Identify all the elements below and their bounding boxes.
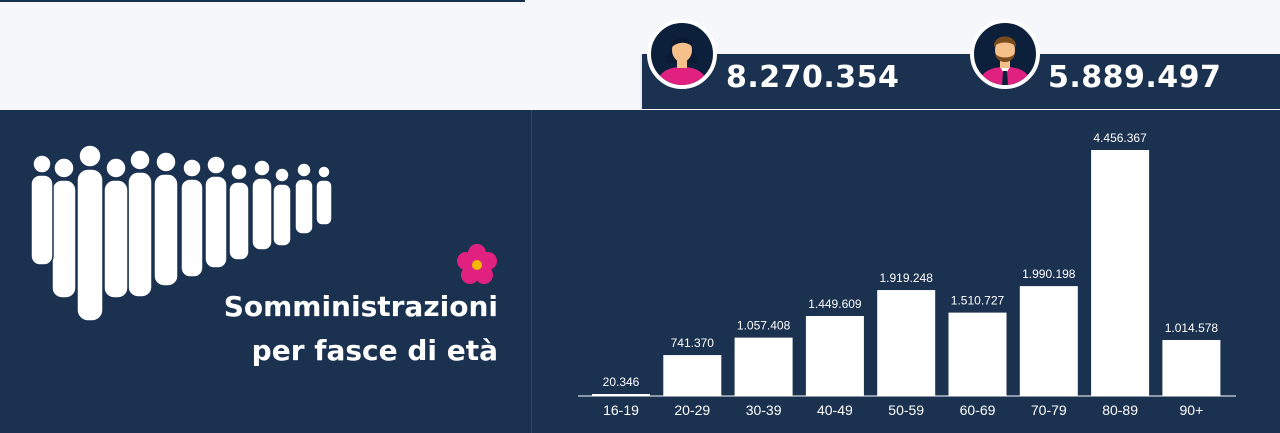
- bar-50-59: [877, 290, 936, 396]
- data-label-90+: 1.014.578: [1165, 321, 1219, 335]
- x-tick-40-49: 40-49: [817, 402, 853, 418]
- age-bar-chart: 20.346 16-19 741.370 20-29 1.057.408 30-39 1.4…: [578, 131, 1236, 418]
- chart-title-line-1: Somministrazioni: [223, 290, 498, 323]
- x-tick-70-79: 70-79: [1031, 402, 1067, 418]
- chart-title-line-2: per fasce di età: [251, 334, 498, 367]
- data-label-40-49: 1.449.609: [808, 297, 862, 311]
- x-tick-50-59: 50-59: [888, 402, 924, 418]
- male-avatar-icon: [970, 19, 1040, 89]
- data-label-16-19: 20.346: [603, 375, 640, 389]
- panel-edge: [640, 54, 642, 109]
- data-label-80-89: 4.456.367: [1093, 131, 1147, 145]
- female-avatar-icon: [647, 19, 717, 89]
- x-tick-90+: 90+: [1180, 402, 1204, 418]
- bar-20-29: [663, 355, 722, 396]
- x-tick-16-19: 16-19: [603, 402, 639, 418]
- x-tick-20-29: 20-29: [674, 402, 710, 418]
- male-count: 5.889.497: [1048, 60, 1222, 95]
- x-tick-30-39: 30-39: [746, 402, 782, 418]
- top-rule: [0, 0, 525, 2]
- bar-90+: [1162, 339, 1221, 396]
- bar-80-89: [1091, 150, 1150, 396]
- bar-30-39: [734, 337, 793, 396]
- panel-divider: [531, 110, 532, 433]
- x-tick-80-89: 80-89: [1102, 402, 1138, 418]
- bar-70-79: [1019, 286, 1078, 396]
- bar-16-19: [592, 394, 650, 396]
- data-label-60-69: 1.510.727: [951, 294, 1005, 308]
- data-label-20-29: 741.370: [671, 336, 715, 350]
- gender-totals-panel: [640, 54, 1280, 109]
- bar-60-69: [948, 312, 1007, 396]
- data-label-50-59: 1.919.248: [880, 271, 934, 285]
- age-distribution-panel: Somministrazioni per fasce di età 20.346…: [0, 110, 1280, 433]
- crowd-silhouette-icon: [30, 144, 333, 322]
- bar-40-49: [805, 315, 864, 396]
- data-label-30-39: 1.057.408: [737, 319, 791, 333]
- x-tick-60-69: 60-69: [960, 402, 996, 418]
- flower-icon: [457, 244, 497, 284]
- data-label-70-79: 1.990.198: [1022, 267, 1076, 281]
- female-count: 8.270.354: [726, 60, 900, 95]
